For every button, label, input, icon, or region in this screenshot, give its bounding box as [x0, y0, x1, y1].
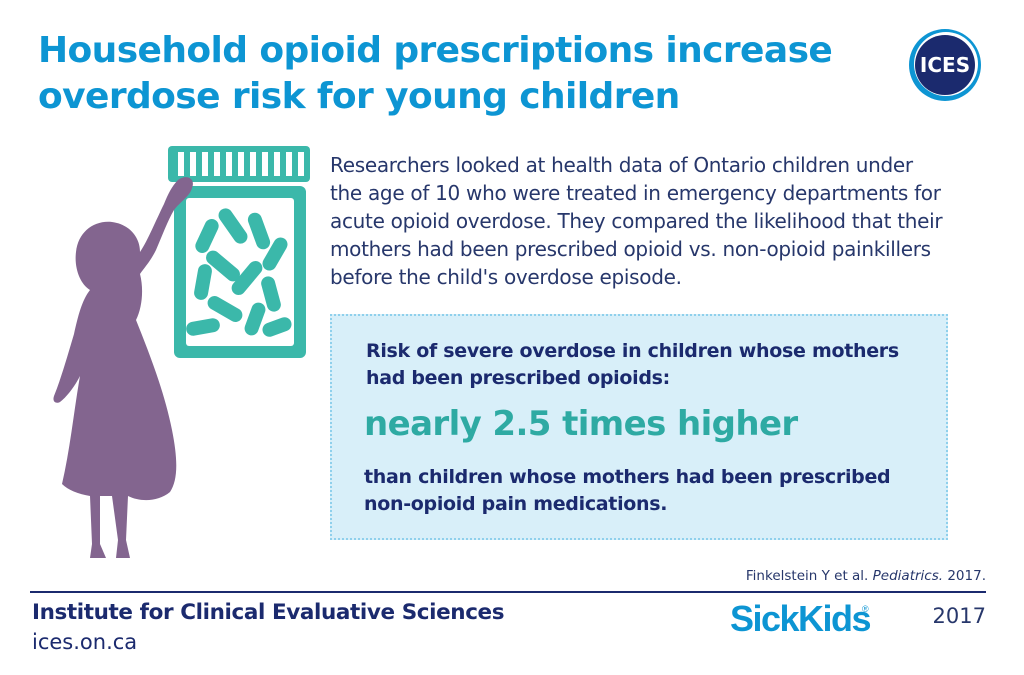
risk-callout: Risk of severe overdose in children whos… [330, 314, 948, 540]
intro-paragraph: Researchers looked at health data of Ont… [330, 151, 970, 291]
citation-authors: Finkelstein Y et al. [745, 568, 869, 584]
title-line-1: Household opioid prescriptions increase [38, 30, 833, 71]
organization-name: Institute for Clinical Evaluative Scienc… [32, 600, 505, 625]
page-title: Household opioid prescriptions increase … [38, 28, 868, 120]
intro-line: acute opioid overdose. They compared the… [330, 209, 943, 233]
title-line-2: overdose risk for young children [38, 76, 680, 117]
pills [186, 208, 292, 337]
footer-divider [30, 591, 986, 593]
sickkids-registered-mark: ® [862, 604, 869, 614]
risk-highlight: nearly 2.5 times higher [364, 404, 798, 444]
ices-logo-text: ICES [919, 53, 971, 77]
citation: Finkelstein Y et al. Pediatrics. 2017. [746, 568, 986, 584]
organization-url[interactable]: ices.on.ca [32, 630, 138, 654]
citation-year: 2017. [947, 568, 986, 584]
intro-line: before the child's overdose episode. [330, 265, 682, 289]
risk-comparison: than children whose mothers had been pre… [364, 464, 924, 518]
intro-line: the age of 10 who were treated in emerge… [330, 181, 941, 205]
risk-heading: Risk of severe overdose in children whos… [366, 338, 926, 392]
child-silhouette [53, 177, 193, 559]
risk-comparison-line: non-opioid pain medications. [364, 493, 668, 515]
child-reaching-pill-bottle-icon [53, 146, 310, 559]
footer-year: 2017 [932, 604, 986, 628]
risk-heading-line: had been prescribed opioids: [366, 367, 670, 389]
citation-journal: Pediatrics. [872, 568, 944, 584]
risk-comparison-line: than children whose mothers had been pre… [364, 466, 891, 488]
intro-line: Researchers looked at health data of Ont… [330, 153, 913, 177]
ices-logo-icon [909, 29, 981, 101]
risk-heading-line: Risk of severe overdose in children whos… [366, 340, 899, 362]
intro-line: mothers had been prescribed opioid vs. n… [330, 237, 931, 261]
sickkids-logo: SickKids [730, 598, 872, 639]
